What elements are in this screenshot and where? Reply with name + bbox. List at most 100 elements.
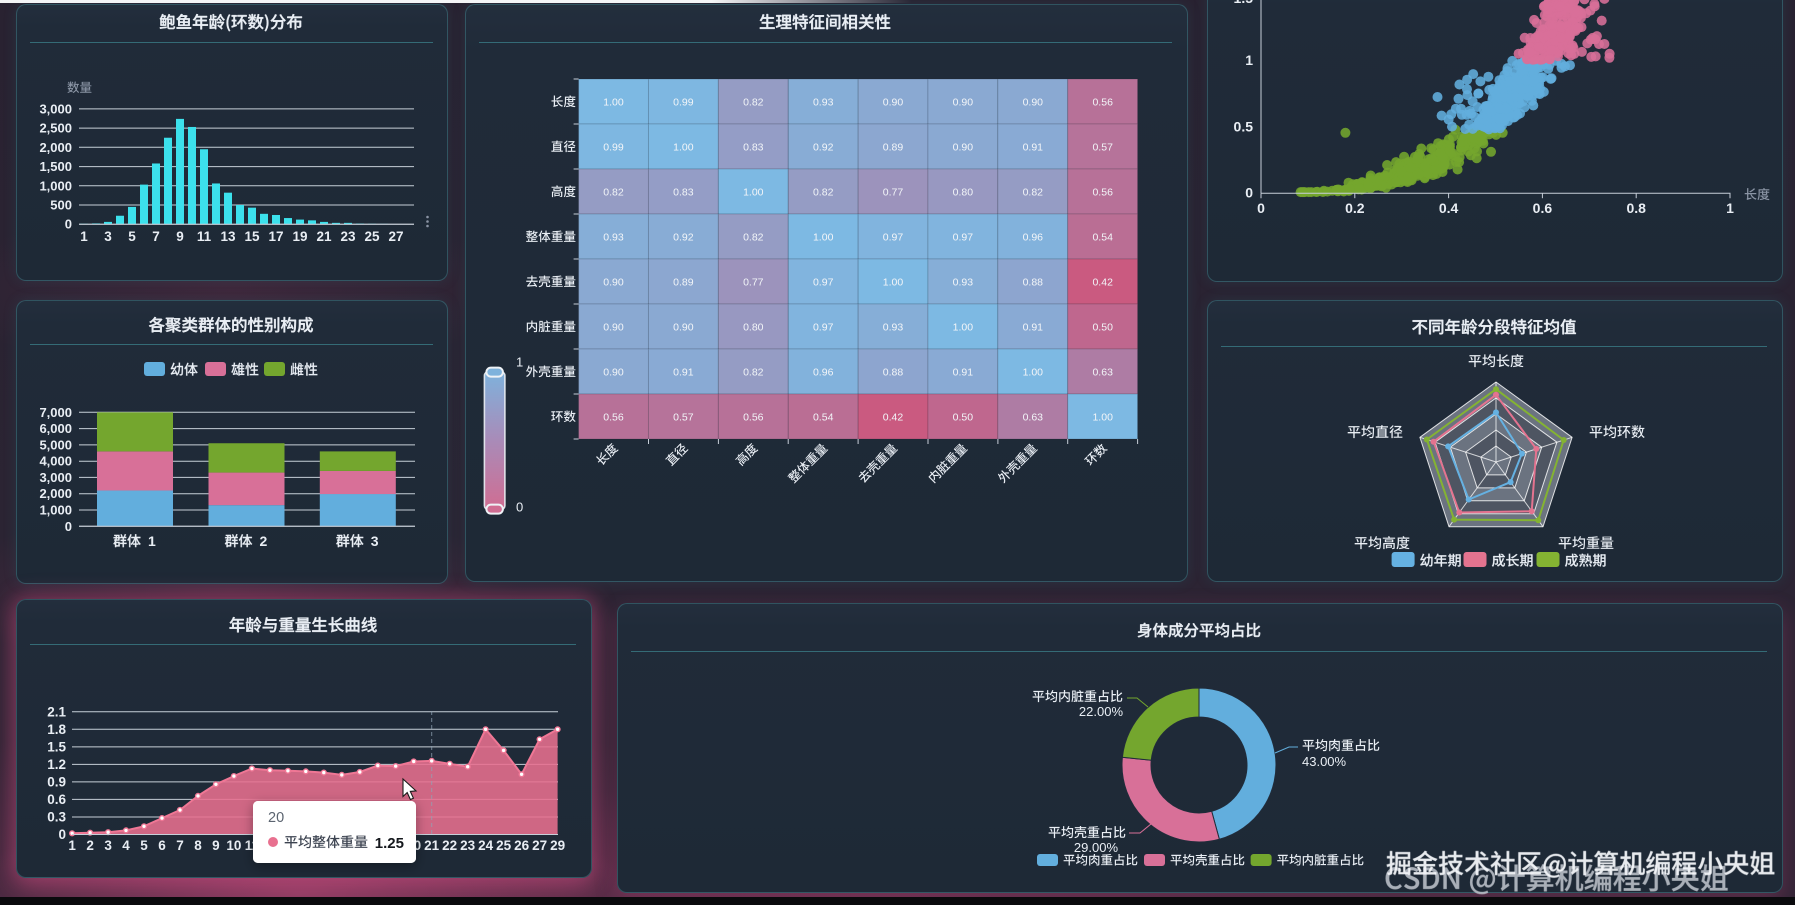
svg-text:2,500: 2,500 bbox=[39, 121, 72, 136]
svg-text:0.9: 0.9 bbox=[47, 774, 66, 789]
svg-text:3: 3 bbox=[104, 838, 112, 853]
svg-text:1.00: 1.00 bbox=[673, 141, 694, 153]
svg-text:0.89: 0.89 bbox=[673, 276, 694, 288]
svg-text:9: 9 bbox=[176, 229, 184, 244]
svg-text:2,000: 2,000 bbox=[39, 486, 72, 501]
svg-text:1: 1 bbox=[1245, 52, 1253, 68]
svg-text:29: 29 bbox=[550, 838, 565, 853]
svg-text:17: 17 bbox=[268, 229, 283, 244]
svg-text:1.00: 1.00 bbox=[603, 96, 624, 108]
svg-text:0.42: 0.42 bbox=[883, 411, 904, 423]
svg-text:0.88: 0.88 bbox=[883, 366, 904, 378]
svg-text:0.91: 0.91 bbox=[953, 366, 974, 378]
svg-text:0.82: 0.82 bbox=[743, 231, 764, 243]
svg-text:0.99: 0.99 bbox=[673, 96, 694, 108]
svg-text:0.83: 0.83 bbox=[673, 186, 694, 198]
svg-text:1: 1 bbox=[516, 355, 523, 370]
svg-text:0.63: 0.63 bbox=[1023, 411, 1044, 423]
svg-text:500: 500 bbox=[50, 198, 72, 213]
svg-text:0.3: 0.3 bbox=[47, 810, 66, 825]
svg-text:1: 1 bbox=[80, 229, 88, 244]
svg-text:0: 0 bbox=[1257, 200, 1265, 216]
svg-text:0.82: 0.82 bbox=[743, 366, 764, 378]
svg-text:7: 7 bbox=[176, 838, 184, 853]
svg-text:26: 26 bbox=[514, 838, 530, 853]
svg-text:0.8: 0.8 bbox=[1626, 200, 1646, 216]
svg-text:25: 25 bbox=[496, 838, 512, 853]
svg-text:3,000: 3,000 bbox=[39, 470, 72, 485]
svg-text:0.63: 0.63 bbox=[1092, 366, 1113, 378]
svg-text:5: 5 bbox=[140, 838, 148, 853]
svg-text:0.90: 0.90 bbox=[603, 321, 624, 333]
svg-text:0.90: 0.90 bbox=[603, 276, 624, 288]
svg-text:1.25: 1.25 bbox=[375, 835, 404, 852]
svg-text:0.54: 0.54 bbox=[1092, 231, 1113, 243]
svg-text:5: 5 bbox=[128, 229, 136, 244]
svg-text:0.4: 0.4 bbox=[1439, 200, 1459, 216]
svg-text:21: 21 bbox=[316, 229, 332, 244]
svg-text:13: 13 bbox=[220, 229, 236, 244]
svg-text:0.82: 0.82 bbox=[743, 96, 764, 108]
svg-text:0.90: 0.90 bbox=[603, 366, 624, 378]
svg-text:0: 0 bbox=[58, 827, 66, 842]
svg-text:0.6: 0.6 bbox=[1533, 200, 1553, 216]
svg-text:0: 0 bbox=[65, 217, 72, 232]
svg-text:0.89: 0.89 bbox=[883, 141, 904, 153]
svg-text:1.00: 1.00 bbox=[1092, 411, 1113, 423]
svg-text:23: 23 bbox=[340, 229, 356, 244]
svg-text:4,000: 4,000 bbox=[39, 454, 72, 469]
svg-text:1.00: 1.00 bbox=[1023, 366, 1044, 378]
svg-text:1,000: 1,000 bbox=[39, 178, 72, 193]
svg-text:0.77: 0.77 bbox=[883, 186, 904, 198]
svg-text:6,000: 6,000 bbox=[39, 421, 72, 436]
svg-text:0.91: 0.91 bbox=[1023, 321, 1044, 333]
svg-text:25: 25 bbox=[364, 229, 380, 244]
svg-text:8: 8 bbox=[194, 838, 202, 853]
svg-text:0.99: 0.99 bbox=[603, 141, 624, 153]
svg-text:0: 0 bbox=[1245, 185, 1253, 201]
svg-text:1.00: 1.00 bbox=[743, 186, 764, 198]
svg-text:9: 9 bbox=[212, 838, 220, 853]
svg-text:22: 22 bbox=[442, 838, 457, 853]
svg-text:23: 23 bbox=[460, 838, 476, 853]
svg-text:1.5: 1.5 bbox=[1234, 0, 1254, 6]
svg-text:0.82: 0.82 bbox=[603, 186, 624, 198]
svg-text:1.00: 1.00 bbox=[883, 276, 904, 288]
svg-text:1.2: 1.2 bbox=[47, 757, 66, 772]
svg-text:0.97: 0.97 bbox=[953, 231, 974, 243]
svg-text:22.00%: 22.00% bbox=[1079, 704, 1124, 719]
svg-text:0.6: 0.6 bbox=[47, 792, 66, 807]
svg-text:0.92: 0.92 bbox=[813, 141, 834, 153]
svg-text:21: 21 bbox=[424, 838, 440, 853]
svg-text:6: 6 bbox=[158, 838, 166, 853]
svg-text:15: 15 bbox=[244, 229, 260, 244]
svg-text:0.82: 0.82 bbox=[813, 186, 834, 198]
svg-text:0.83: 0.83 bbox=[743, 141, 764, 153]
svg-text:0: 0 bbox=[516, 500, 523, 515]
svg-text:1.00: 1.00 bbox=[953, 321, 974, 333]
svg-text:43.00%: 43.00% bbox=[1302, 754, 1347, 769]
svg-text:0.93: 0.93 bbox=[603, 231, 624, 243]
svg-text:0.56: 0.56 bbox=[743, 411, 764, 423]
svg-text:29.00%: 29.00% bbox=[1074, 840, 1119, 855]
svg-text:1: 1 bbox=[1726, 200, 1734, 216]
svg-text:0.97: 0.97 bbox=[813, 321, 834, 333]
svg-text:24: 24 bbox=[478, 838, 494, 853]
svg-text:0.56: 0.56 bbox=[603, 411, 624, 423]
svg-text:2: 2 bbox=[260, 533, 268, 549]
svg-text:27: 27 bbox=[532, 838, 547, 853]
svg-text:0.82: 0.82 bbox=[1023, 186, 1044, 198]
svg-text:1: 1 bbox=[68, 838, 76, 853]
svg-text:2: 2 bbox=[86, 838, 94, 853]
svg-text:0.2: 0.2 bbox=[1345, 200, 1365, 216]
svg-text:0.50: 0.50 bbox=[953, 411, 974, 423]
svg-text:0.80: 0.80 bbox=[743, 321, 764, 333]
svg-text:0.93: 0.93 bbox=[883, 321, 904, 333]
svg-text:0.57: 0.57 bbox=[1092, 141, 1113, 153]
svg-text:0.92: 0.92 bbox=[673, 231, 694, 243]
svg-text:5,000: 5,000 bbox=[39, 437, 72, 452]
svg-text:10: 10 bbox=[226, 838, 241, 853]
svg-text:0.90: 0.90 bbox=[1023, 96, 1044, 108]
svg-text:27: 27 bbox=[388, 229, 403, 244]
svg-text:0.90: 0.90 bbox=[953, 141, 974, 153]
